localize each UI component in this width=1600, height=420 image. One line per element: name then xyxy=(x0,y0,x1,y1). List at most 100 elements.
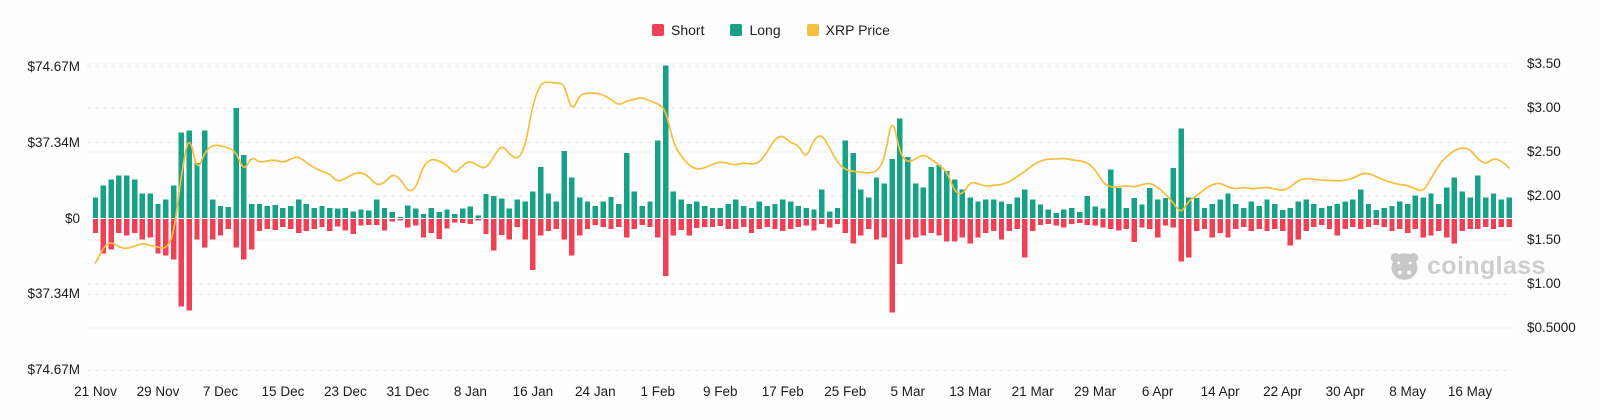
short-bar[interactable] xyxy=(709,219,716,228)
short-bar[interactable] xyxy=(264,219,271,230)
short-bar[interactable] xyxy=(600,219,606,228)
long-bar[interactable] xyxy=(366,210,372,218)
long-bar[interactable] xyxy=(209,199,216,218)
short-bar[interactable] xyxy=(584,219,591,230)
short-bar[interactable] xyxy=(334,219,341,227)
long-bar[interactable] xyxy=(202,130,208,218)
short-bar[interactable] xyxy=(912,219,919,238)
long-bar[interactable] xyxy=(327,207,333,218)
short-bar[interactable] xyxy=(397,219,403,221)
long-bar[interactable] xyxy=(1108,169,1114,218)
long-bar[interactable] xyxy=(405,205,411,218)
long-bar[interactable] xyxy=(545,193,552,218)
short-bar[interactable] xyxy=(1178,219,1184,262)
short-bar[interactable] xyxy=(366,219,372,226)
short-bar[interactable] xyxy=(522,219,528,240)
long-bar[interactable] xyxy=(873,177,880,218)
short-bar[interactable] xyxy=(483,219,489,235)
long-bar[interactable] xyxy=(795,205,802,218)
long-bar[interactable] xyxy=(194,163,200,218)
long-bar[interactable] xyxy=(1397,201,1403,218)
long-bar[interactable] xyxy=(1272,203,1278,218)
short-bar[interactable] xyxy=(1108,219,1114,229)
long-bar[interactable] xyxy=(1037,204,1044,218)
long-bar[interactable] xyxy=(1170,167,1176,218)
long-bar[interactable] xyxy=(100,185,107,218)
long-bar[interactable] xyxy=(803,207,809,218)
short-bar[interactable] xyxy=(1272,219,1278,230)
long-bar[interactable] xyxy=(811,209,817,218)
long-bar[interactable] xyxy=(139,193,146,218)
long-bar[interactable] xyxy=(397,216,403,218)
long-bar[interactable] xyxy=(1162,198,1169,218)
short-bar[interactable] xyxy=(787,219,794,230)
long-bar[interactable] xyxy=(311,207,317,218)
short-bar[interactable] xyxy=(1303,219,1309,232)
short-bar[interactable] xyxy=(842,219,848,234)
long-bar[interactable] xyxy=(741,205,747,218)
long-bar[interactable] xyxy=(155,203,161,218)
long-bar[interactable] xyxy=(389,211,395,218)
long-bar[interactable] xyxy=(1326,205,1333,218)
long-bar[interactable] xyxy=(842,140,848,218)
long-bar[interactable] xyxy=(358,209,364,218)
long-bar[interactable] xyxy=(264,205,271,218)
long-bar[interactable] xyxy=(381,208,388,218)
long-bar[interactable] xyxy=(413,208,419,218)
long-bar[interactable] xyxy=(334,208,341,218)
short-bar[interactable] xyxy=(1498,219,1504,228)
long-bar[interactable] xyxy=(475,215,481,218)
long-bar[interactable] xyxy=(623,152,630,218)
long-bar[interactable] xyxy=(1506,197,1512,218)
long-bar[interactable] xyxy=(249,203,255,218)
long-bar[interactable] xyxy=(1201,207,1208,218)
short-bar[interactable] xyxy=(1381,219,1387,228)
long-bar[interactable] xyxy=(662,65,669,218)
long-bar[interactable] xyxy=(1358,189,1364,218)
long-bar[interactable] xyxy=(459,208,466,218)
short-bar[interactable] xyxy=(498,219,505,236)
long-bar[interactable] xyxy=(1131,198,1137,218)
short-bar[interactable] xyxy=(803,219,809,226)
long-bar[interactable] xyxy=(1061,209,1067,218)
long-bar[interactable] xyxy=(1240,207,1247,218)
short-bar[interactable] xyxy=(920,219,927,236)
long-bar[interactable] xyxy=(163,199,169,218)
short-bar[interactable] xyxy=(319,219,325,228)
long-bar[interactable] xyxy=(694,201,700,218)
short-bar[interactable] xyxy=(373,219,380,226)
long-bar[interactable] xyxy=(1467,197,1473,218)
long-bar[interactable] xyxy=(1006,203,1012,218)
long-bar[interactable] xyxy=(498,198,505,218)
short-bar[interactable] xyxy=(436,219,442,239)
short-bar[interactable] xyxy=(998,219,1005,240)
short-bar[interactable] xyxy=(1233,219,1239,230)
short-bar[interactable] xyxy=(764,219,770,228)
long-bar[interactable] xyxy=(1303,199,1309,218)
short-bar[interactable] xyxy=(272,219,278,231)
short-bar[interactable] xyxy=(491,219,497,251)
short-bar[interactable] xyxy=(717,219,723,227)
short-bar[interactable] xyxy=(819,219,825,225)
short-bar[interactable] xyxy=(92,219,99,234)
long-bar[interactable] xyxy=(288,205,294,218)
long-bar[interactable] xyxy=(1279,209,1286,218)
long-bar[interactable] xyxy=(1194,198,1200,218)
long-bar[interactable] xyxy=(967,197,973,218)
long-bar[interactable] xyxy=(1092,206,1098,218)
legend-item-long[interactable]: Long xyxy=(730,22,781,38)
short-bar[interactable] xyxy=(725,219,731,229)
short-bar[interactable] xyxy=(131,219,138,234)
short-bar[interactable] xyxy=(639,219,645,226)
short-bar[interactable] xyxy=(1459,219,1465,232)
long-bar[interactable] xyxy=(1490,193,1497,218)
short-bar[interactable] xyxy=(686,219,692,236)
long-bar[interactable] xyxy=(858,189,864,218)
long-bar[interactable] xyxy=(1334,203,1340,218)
short-bar[interactable] xyxy=(428,219,435,234)
long-bar[interactable] xyxy=(1209,203,1216,218)
short-bar[interactable] xyxy=(1006,219,1012,232)
long-bar[interactable] xyxy=(733,199,739,218)
short-bar[interactable] xyxy=(1358,219,1364,230)
short-bar[interactable] xyxy=(342,219,349,231)
